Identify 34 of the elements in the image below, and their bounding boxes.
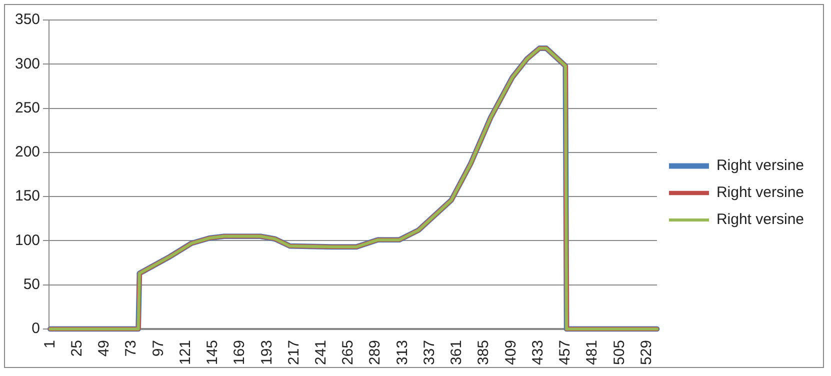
x-tick-label: 313 xyxy=(394,340,411,366)
x-tick-label: 529 xyxy=(638,340,655,366)
y-tick-label: 300 xyxy=(14,55,40,72)
x-tick-label: 481 xyxy=(584,340,601,366)
x-tick-label: 97 xyxy=(150,340,167,357)
x-tick-label: 337 xyxy=(420,340,438,366)
x-tick-label: 265 xyxy=(340,340,357,366)
y-tick-label: 50 xyxy=(23,276,40,293)
legend-label: Right versine xyxy=(716,211,804,228)
x-tick-label: 25 xyxy=(68,340,86,357)
x-tick-label: 145 xyxy=(204,340,222,366)
x-tick-label: 361 xyxy=(448,340,466,366)
x-tick-label: 457 xyxy=(556,340,574,366)
x-tick-label: 505 xyxy=(610,340,628,366)
y-tick-label: 0 xyxy=(32,320,40,338)
x-tick-label: 385 xyxy=(475,340,492,366)
x-tick-label: 241 xyxy=(312,340,330,366)
y-tick-label: 100 xyxy=(14,232,40,249)
x-tick-label: 169 xyxy=(231,340,248,366)
x-tick-label: 217 xyxy=(285,340,302,366)
x-tick-label: 433 xyxy=(529,340,546,366)
legend-label: Right versine xyxy=(716,184,804,202)
x-tick-label: 1 xyxy=(41,340,58,348)
x-tick-label: 49 xyxy=(96,340,113,357)
x-tick-label: 409 xyxy=(502,340,520,366)
y-tick-label: 150 xyxy=(14,188,40,205)
x-tick-label: 193 xyxy=(258,340,276,366)
x-tick-label: 121 xyxy=(176,340,194,366)
x-tick-label: 289 xyxy=(366,340,384,366)
y-tick-label: 250 xyxy=(14,99,40,116)
y-tick-label: 200 xyxy=(14,144,40,161)
x-tick-label: 73 xyxy=(122,340,140,357)
legend-label: Right versine xyxy=(716,157,804,174)
y-tick-label: 350 xyxy=(14,11,40,28)
